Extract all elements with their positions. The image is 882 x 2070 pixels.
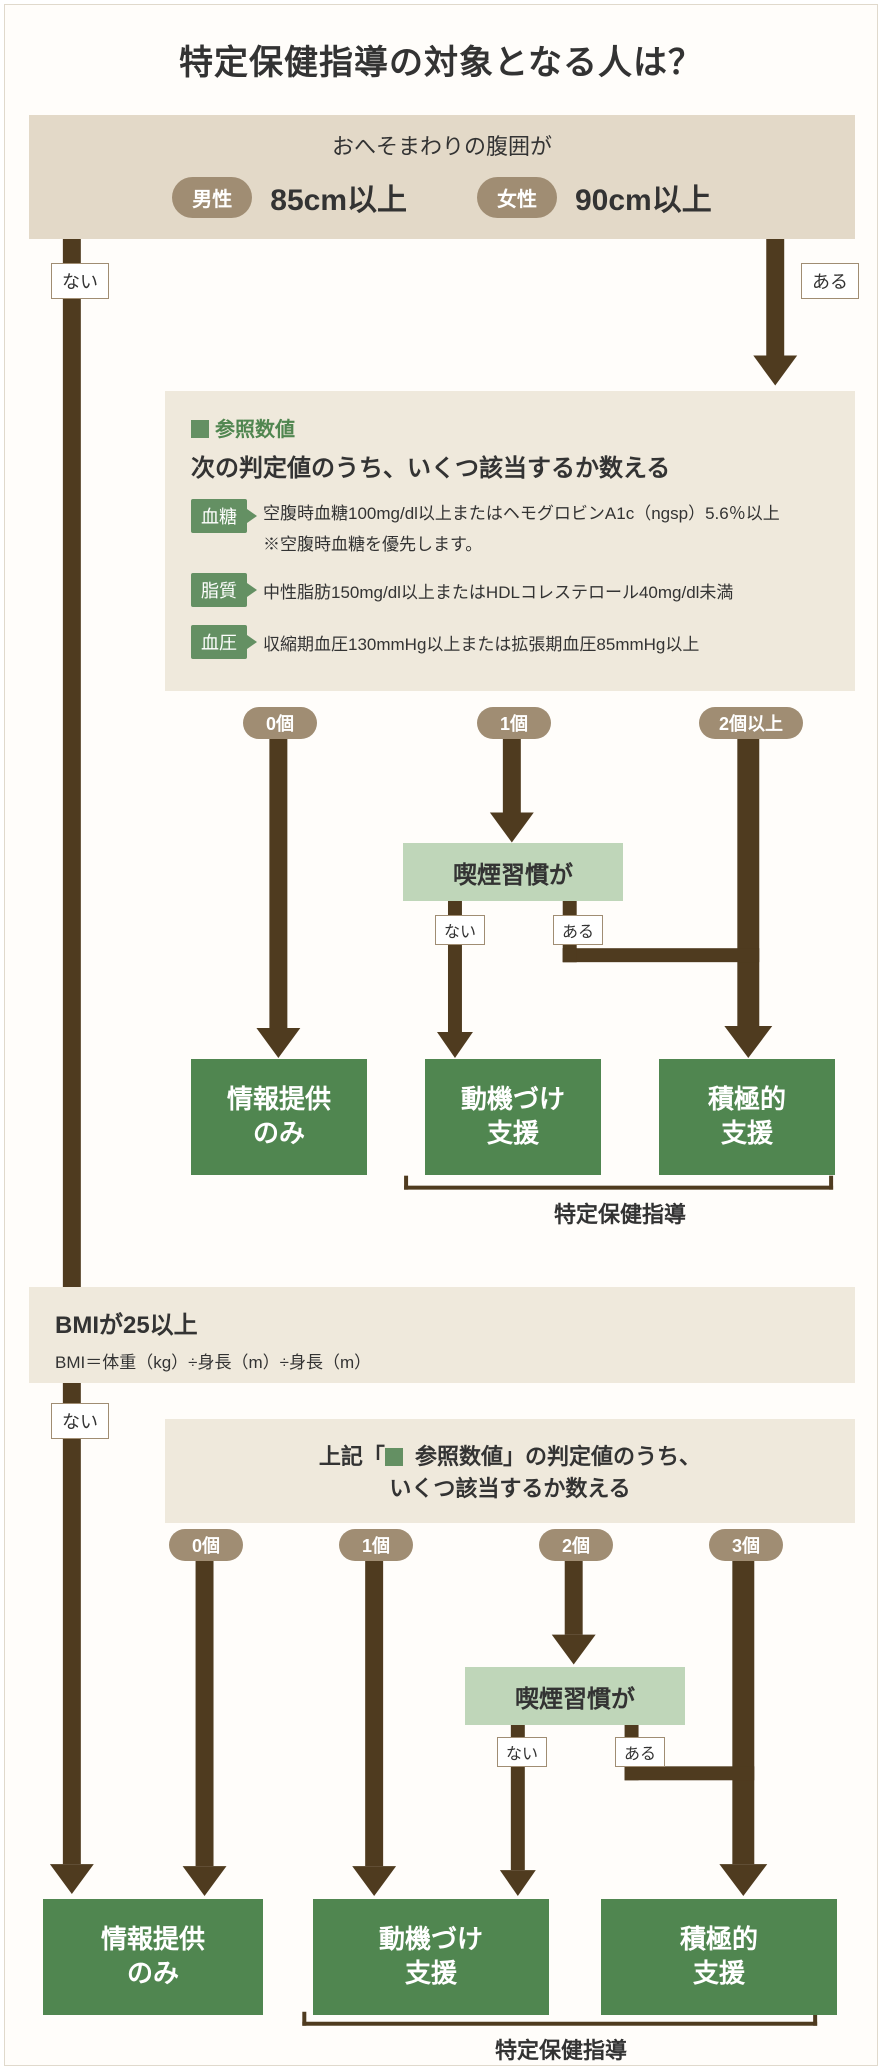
male-tag: 男性: [172, 177, 252, 218]
count1-1: 1個: [477, 707, 551, 739]
guidance-label-2: 特定保健指導: [303, 2033, 819, 2065]
ref-row-0-note: ※空腹時血糖を優先します。: [263, 530, 780, 555]
bmi-formula: BMI＝体重（kg）÷身長（m）÷身長（m）: [55, 1348, 829, 1373]
outcome1-info: 情報提供 のみ: [191, 1059, 367, 1175]
ref-row-0-tag: 血糖: [191, 499, 247, 533]
ref-tag-row: 参照数値: [191, 413, 829, 442]
outcome1-active: 積極的 支援: [659, 1059, 835, 1175]
ref-row-0-text: 空腹時血糖100mg/dl以上またはヘモグロビンA1c（ngsp）5.6％以上: [263, 499, 780, 524]
waist-intro: おへそまわりの腹囲が: [29, 115, 855, 161]
ref-header: 次の判定値のうち、いくつ該当するか数える: [191, 448, 829, 483]
smoking-box-1: 喫煙習慣が: [403, 843, 623, 901]
outcome2-info: 情報提供 のみ: [43, 1899, 263, 2015]
guidance-label-1: 特定保健指導: [405, 1197, 835, 1229]
ref2-line2: いくつ該当するか数える: [389, 1471, 630, 1503]
ref-row-2-text: 収縮期血圧130mmHg以上または拡張期血圧85mmHg以上: [263, 630, 699, 655]
male-value: 85cm以上: [270, 175, 407, 219]
female-tag: 女性: [477, 177, 557, 218]
outcome2-active: 積極的 支援: [601, 1899, 837, 2015]
smoking-box-2: 喫煙習慣が: [465, 1667, 685, 1725]
count2-3: 3個: [709, 1529, 783, 1561]
waist-yes-label: ある: [801, 263, 859, 299]
ref-row-2-tag: 血圧: [191, 625, 247, 659]
flow-arrows: [5, 5, 877, 2065]
smoking2-no: ない: [497, 1737, 547, 1767]
bmi-title: BMIが25以上: [55, 1305, 829, 1340]
count2-1: 1個: [339, 1529, 413, 1561]
reference-box: 参照数値 次の判定値のうち、いくつ該当するか数える 血糖 空腹時血糖100mg/…: [165, 391, 855, 691]
female-value: 90cm以上: [575, 175, 712, 219]
count1-2: 2個以上: [699, 707, 803, 739]
bmi-no-label: ない: [51, 1403, 109, 1439]
ref2-line1: 上記「 参照数値」の判定値のうち、: [319, 1439, 701, 1471]
ref2-square-icon: [385, 1448, 403, 1466]
count2-0: 0個: [169, 1529, 243, 1561]
smoking1-no: ない: [435, 915, 485, 945]
smoking2-yes: ある: [615, 1737, 665, 1767]
waist-criteria-box: おへそまわりの腹囲が 男性 85cm以上 女性 90cm以上: [29, 115, 855, 239]
smoking1-yes: ある: [553, 915, 603, 945]
outcome1-motiv: 動機づけ 支援: [425, 1059, 601, 1175]
page-title: 特定保健指導の対象となる人は？: [5, 35, 877, 84]
bmi-box: BMIが25以上 BMI＝体重（kg）÷身長（m）÷身長（m）: [29, 1287, 855, 1383]
outcome2-motiv: 動機づけ 支援: [313, 1899, 549, 2015]
ref-row-1-tag: 脂質: [191, 573, 247, 607]
reference-box-2: 上記「 参照数値」の判定値のうち、 いくつ該当するか数える: [165, 1419, 855, 1523]
ref-tag-text: 参照数値: [215, 419, 295, 441]
count1-0: 0個: [243, 707, 317, 739]
ref-row-1-text: 中性脂肪150mg/dl以上またはHDLコレステロール40mg/dl未満: [263, 578, 733, 603]
waist-no-label: ない: [51, 263, 109, 299]
count2-2: 2個: [539, 1529, 613, 1561]
ref-square-icon: [191, 420, 209, 438]
